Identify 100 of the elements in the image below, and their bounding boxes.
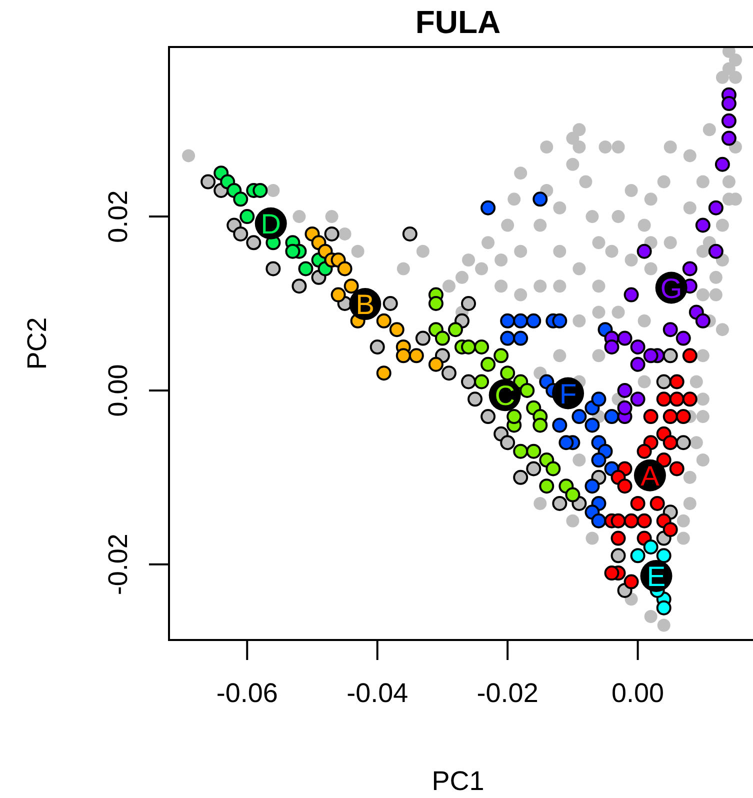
point <box>434 330 450 346</box>
point <box>292 278 307 294</box>
point <box>591 513 606 528</box>
point <box>682 392 698 407</box>
x-tick-label: -0.06 <box>216 678 278 708</box>
point <box>604 409 620 424</box>
point <box>252 182 268 198</box>
point <box>500 435 516 450</box>
point <box>474 374 490 390</box>
point <box>382 296 398 312</box>
series-label: E <box>646 561 666 592</box>
point <box>584 478 600 494</box>
point <box>572 409 587 424</box>
point <box>520 382 535 398</box>
point <box>656 548 672 564</box>
point <box>662 409 678 424</box>
point <box>266 261 281 276</box>
point <box>526 444 542 459</box>
point <box>669 461 684 476</box>
point <box>415 330 430 346</box>
series-label: F <box>559 378 577 410</box>
point <box>676 409 691 424</box>
series-label: G <box>660 272 682 304</box>
point <box>617 478 632 494</box>
y-axis-title: PC2 <box>22 317 52 370</box>
point <box>624 513 639 528</box>
point <box>480 356 496 372</box>
point <box>330 287 346 302</box>
point <box>708 244 724 259</box>
point <box>526 313 542 328</box>
point <box>617 330 632 346</box>
point <box>448 322 463 338</box>
point <box>500 366 516 381</box>
point <box>468 392 483 407</box>
point <box>396 348 411 364</box>
point <box>552 313 568 328</box>
point <box>474 339 490 354</box>
point <box>441 366 456 381</box>
point <box>676 435 691 450</box>
point <box>324 226 340 242</box>
point <box>546 461 561 476</box>
point <box>662 348 678 364</box>
point <box>240 209 255 224</box>
point <box>656 452 672 468</box>
point <box>630 356 646 372</box>
point <box>408 348 424 364</box>
point <box>428 296 444 312</box>
point <box>630 496 646 511</box>
point <box>662 435 678 450</box>
point <box>370 339 385 354</box>
point <box>617 400 632 416</box>
point <box>233 226 248 242</box>
point <box>506 409 522 424</box>
point <box>721 96 736 112</box>
point <box>494 348 509 364</box>
point <box>500 330 516 346</box>
point <box>428 356 444 372</box>
point <box>480 200 496 216</box>
point <box>461 374 476 390</box>
point <box>656 600 672 616</box>
point <box>532 192 548 207</box>
y-tick-label: 0.00 <box>103 364 133 417</box>
point <box>526 461 542 476</box>
point <box>669 392 684 407</box>
point <box>591 452 606 468</box>
x-axis-title: PC1 <box>432 766 484 796</box>
point <box>604 339 620 354</box>
point <box>461 296 476 312</box>
x-tick-label: -0.02 <box>476 678 538 708</box>
point <box>552 418 568 433</box>
chart-title: FULA <box>415 4 501 40</box>
point <box>376 313 392 328</box>
point <box>643 409 658 424</box>
point <box>624 287 639 302</box>
point <box>558 435 574 450</box>
x-tick-label: -0.04 <box>346 678 408 708</box>
point <box>630 392 646 407</box>
point <box>610 530 626 546</box>
series-label: B <box>356 289 374 320</box>
point <box>630 548 646 564</box>
point <box>682 261 698 276</box>
point <box>695 218 710 233</box>
point <box>513 330 528 346</box>
point <box>604 566 620 581</box>
point <box>662 522 678 538</box>
point <box>676 330 691 346</box>
point <box>721 130 736 146</box>
point <box>708 200 724 216</box>
point <box>513 444 528 459</box>
point <box>298 261 314 276</box>
point <box>584 418 600 433</box>
point <box>610 513 626 528</box>
point <box>376 366 392 381</box>
point <box>662 322 678 338</box>
point <box>500 313 516 328</box>
point <box>389 322 404 338</box>
point <box>643 348 658 364</box>
point <box>513 470 528 485</box>
point <box>636 244 652 259</box>
point <box>669 374 684 390</box>
